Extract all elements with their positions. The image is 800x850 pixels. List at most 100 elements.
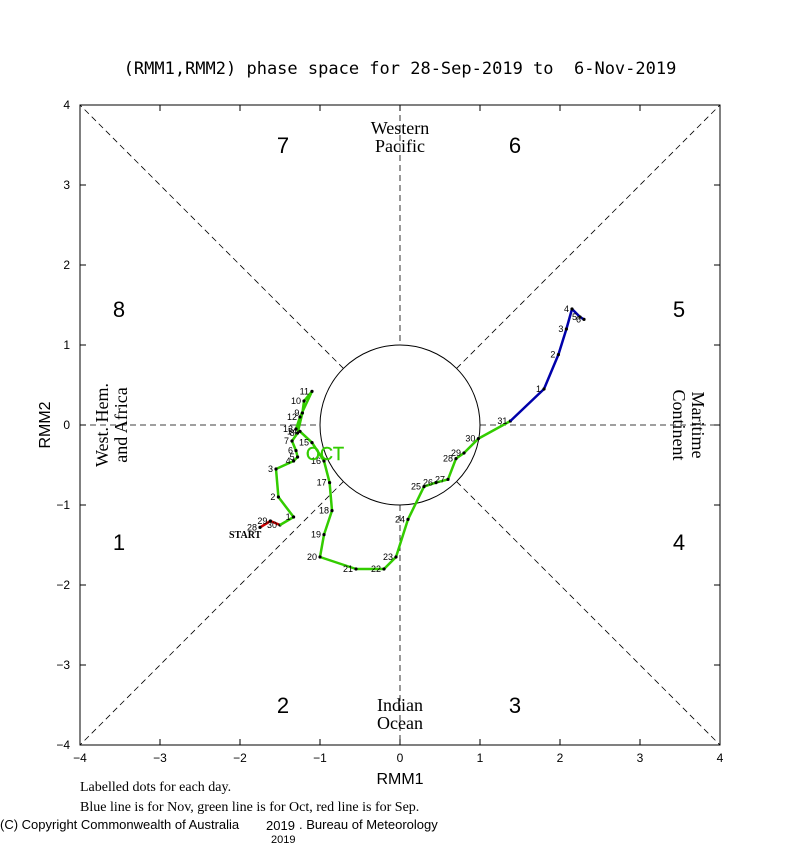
copyright-text: (C) Copyright Commonwealth of Australia <box>0 817 240 832</box>
phase-8-label: 8 <box>113 297 125 322</box>
day-label-oct: 15 <box>299 438 309 448</box>
day-label-oct: 8 <box>290 428 295 438</box>
day-label-nov: 2 <box>550 350 555 360</box>
x-tick-label: 1 <box>477 751 484 765</box>
guide-diagonal-ul <box>79 104 344 369</box>
y-tick-label: −4 <box>56 738 70 752</box>
day-label-oct: 16 <box>311 456 321 466</box>
region-western-pacific-2: Pacific <box>375 136 425 156</box>
day-label-oct: 12 <box>287 412 297 422</box>
guide-lines <box>79 104 721 746</box>
day-dot-oct <box>354 567 358 571</box>
day-dot-oct <box>328 481 332 485</box>
day-label-oct: 20 <box>307 552 317 562</box>
day-dot-oct <box>434 481 438 485</box>
phase-3-label: 3 <box>509 693 521 718</box>
y-axis-label: RMM2 <box>37 401 54 448</box>
series-line-nov <box>509 307 585 422</box>
day-label-nov: 4 <box>564 304 569 314</box>
phase-1-label: 1 <box>113 530 125 555</box>
day-label-sep: 29 <box>257 516 267 526</box>
day-label-sep: 30 <box>267 520 277 530</box>
phase-2-label: 2 <box>277 693 289 718</box>
y-tick-label: −1 <box>56 498 70 512</box>
day-dot-oct <box>274 467 278 471</box>
day-dot-nov <box>582 317 586 321</box>
day-dot-oct <box>394 555 398 559</box>
day-label-nov: 1 <box>536 384 541 394</box>
day-dot-nov <box>556 353 561 357</box>
day-label-oct: 24 <box>395 514 405 524</box>
day-dot-oct <box>476 437 480 441</box>
x-tick-label: −2 <box>233 751 247 765</box>
y-tick-label: 2 <box>63 258 70 272</box>
day-dot-oct <box>382 567 386 571</box>
y-tick-label: −2 <box>56 578 70 592</box>
day-label-oct: 17 <box>317 478 327 488</box>
guide-diagonal-ur <box>456 104 721 369</box>
day-label-oct: 11 <box>300 386 309 396</box>
start-label: START <box>229 530 262 541</box>
day-dot-oct <box>322 533 326 537</box>
day-label-oct: 22 <box>371 564 381 574</box>
x-tick-label: 2 <box>557 751 564 765</box>
phase-5-label: 5 <box>673 297 685 322</box>
day-label-oct: 26 <box>423 478 433 488</box>
day-label-oct: 7 <box>284 436 289 446</box>
day-dot-sep <box>268 519 272 523</box>
region-maritime-1: Maritime <box>688 392 708 459</box>
region-west-hem-2: and Africa <box>111 387 131 462</box>
day-dot-oct <box>298 429 302 433</box>
day-dot-oct <box>292 459 296 463</box>
day-label-oct: 5 <box>290 452 295 462</box>
day-dot-oct <box>276 495 280 499</box>
day-label-nov: 5 <box>572 312 577 322</box>
y-tick-label: −3 <box>56 658 70 672</box>
day-dot-oct <box>294 427 298 431</box>
day-dot-oct <box>296 455 300 459</box>
x-tick-label: −4 <box>73 751 87 765</box>
unit-circle <box>319 344 481 506</box>
region-indian-ocean-2: Ocean <box>377 713 423 733</box>
y-tick-label: 0 <box>63 418 70 432</box>
day-label-oct: 30 <box>465 434 475 444</box>
day-label-oct: 25 <box>411 482 421 492</box>
day-label-oct: 3 <box>268 464 273 474</box>
day-dot-oct <box>330 509 334 513</box>
day-dot-nov <box>578 315 582 319</box>
phase-7-label: 7 <box>277 133 289 158</box>
phase-numbers: 1 2 3 4 5 6 7 8 <box>113 133 685 718</box>
day-label-oct: 28 <box>443 454 453 464</box>
day-dot-oct <box>292 515 296 519</box>
y-tick-label: 1 <box>63 338 70 352</box>
day-label-oct: 23 <box>383 552 393 562</box>
day-label-oct: 27 <box>435 474 445 484</box>
day-label-oct: 2 <box>270 492 275 502</box>
copyright-year-a: 2019 <box>266 818 295 833</box>
series-line-oct <box>274 390 512 571</box>
day-dot-sep <box>258 525 262 530</box>
day-label-oct: 29 <box>451 448 461 458</box>
day-label-sep: 28 <box>247 522 257 532</box>
guide-diagonal-lr <box>456 481 721 746</box>
day-dot-oct <box>406 517 410 522</box>
copyright-year-b: 2019 <box>271 834 296 846</box>
day-label-oct: 6 <box>288 446 293 456</box>
day-dot-oct <box>296 431 300 435</box>
day-dot-oct <box>422 485 426 489</box>
region-indian-ocean-1: Indian <box>377 695 423 715</box>
day-dot-oct <box>446 477 450 481</box>
day-dot-oct <box>302 399 306 403</box>
region-labels: Western Pacific Indian Ocean West. Hem. … <box>92 118 708 733</box>
day-label-oct: 13 <box>283 424 293 434</box>
day-dot-oct <box>290 439 294 443</box>
day-dot-oct <box>322 459 326 463</box>
day-dot-oct <box>310 389 314 393</box>
region-maritime-2: Continent <box>669 390 689 461</box>
day-dot-nov <box>570 307 574 311</box>
day-dot-nov <box>564 327 569 331</box>
phase-6-label: 6 <box>509 133 521 158</box>
